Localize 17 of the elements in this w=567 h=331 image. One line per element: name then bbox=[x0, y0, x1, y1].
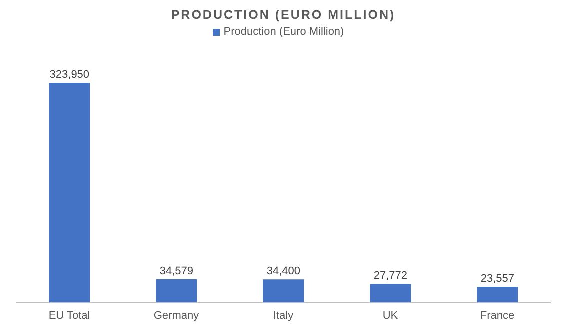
bar bbox=[263, 280, 304, 303]
bar bbox=[477, 287, 518, 303]
chart-title: PRODUCTION (EURO MILLION) bbox=[170, 8, 397, 22]
data-label: 23,557 bbox=[480, 273, 514, 285]
x-tick-label: EU Total bbox=[48, 310, 90, 322]
data-label: 34,400 bbox=[266, 266, 300, 278]
bar bbox=[49, 83, 90, 303]
bar bbox=[370, 284, 412, 303]
x-tick-label: Germany bbox=[154, 310, 200, 322]
data-label: 34,579 bbox=[160, 266, 194, 278]
x-tick-label: UK bbox=[382, 310, 399, 322]
legend-label: Production (Euro Million) bbox=[224, 26, 344, 38]
bar bbox=[156, 280, 198, 303]
data-label: 323,950 bbox=[50, 69, 90, 81]
x-tick-label: France bbox=[480, 310, 515, 322]
data-label: 27,772 bbox=[374, 270, 408, 282]
x-tick-label: Italy bbox=[273, 310, 294, 322]
